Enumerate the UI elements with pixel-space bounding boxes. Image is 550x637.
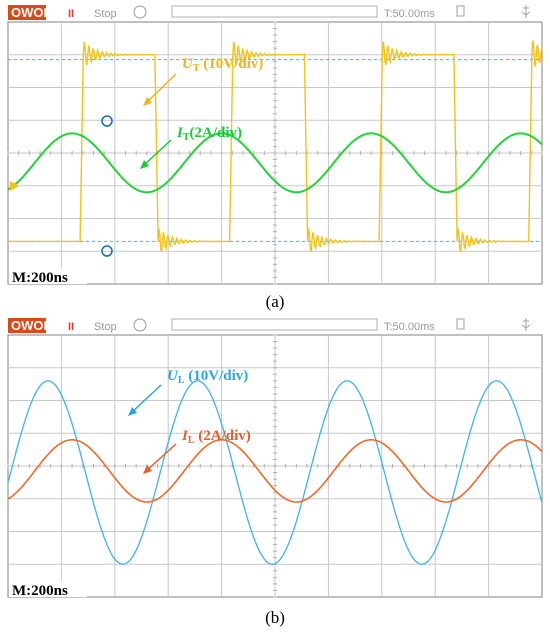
timebase-label-bg bbox=[9, 268, 87, 284]
owon-logo-badge bbox=[8, 318, 46, 333]
annotation-ul: UL (10V/div) bbox=[128, 368, 248, 416]
annotation-ul-sub: L bbox=[178, 375, 185, 386]
annotation-il: IL (2A/div) bbox=[143, 428, 251, 474]
trace-it-sine bbox=[7, 132, 543, 194]
trigger-icon bbox=[133, 318, 147, 332]
ch1-level-marker[interactable] bbox=[10, 181, 19, 191]
scope-screen-a: OWON II Stop T:50.00ms UT (10V/div) IT(2… bbox=[7, 5, 543, 286]
trace-il-sine bbox=[7, 439, 543, 503]
annotation-it-symbol: I bbox=[176, 125, 184, 141]
save-icon[interactable] bbox=[456, 5, 465, 17]
trace-ul-sine bbox=[7, 380, 543, 565]
annotation-ul-text: (10V/div) bbox=[185, 368, 249, 384]
timebase-label: M:200ns bbox=[12, 583, 68, 599]
annotation-it-text: (2A/div) bbox=[190, 125, 243, 141]
svg-text:UL (10V/div): UL (10V/div) bbox=[167, 368, 248, 386]
timebase-readout: T:50.00ms bbox=[384, 8, 435, 20]
usb-icon bbox=[521, 5, 531, 18]
run-status: Stop bbox=[94, 8, 117, 20]
annotation-il-sub: L bbox=[188, 435, 195, 446]
oscilloscope-panel-b: OWON II Stop T:50.00ms UL (10V/div) IL (… bbox=[0, 313, 550, 603]
svg-text:IL (2A/div): IL (2A/div) bbox=[181, 428, 251, 446]
annotation-ut-arrow bbox=[145, 73, 177, 104]
run-status: Stop bbox=[94, 321, 117, 333]
trace-ut-square bbox=[8, 39, 543, 252]
annotation-ut-arrowhead bbox=[143, 97, 152, 106]
annotation-ul-symbol: U bbox=[167, 368, 179, 384]
usb-icon bbox=[521, 318, 531, 331]
scope-toolbar: OWON II Stop T:50.00ms bbox=[8, 5, 531, 20]
annotation-ut: UT (10V/div) bbox=[143, 56, 263, 106]
annotation-it-sub: T bbox=[183, 132, 190, 143]
trigger-icon bbox=[133, 5, 147, 19]
svg-text:IT(2A/div): IT(2A/div) bbox=[176, 125, 242, 143]
owon-logo: OWON bbox=[11, 5, 53, 20]
cursor-handle-top[interactable] bbox=[101, 115, 113, 127]
annotation-it-arrowhead bbox=[140, 160, 149, 169]
scope-toolbar: OWON II Stop T:50.00ms bbox=[8, 318, 531, 333]
memory-position-bar[interactable] bbox=[171, 318, 378, 331]
timebase-readout: T:50.00ms bbox=[384, 321, 435, 333]
annotation-ul-arrowhead bbox=[128, 407, 137, 416]
save-icon[interactable] bbox=[456, 318, 465, 330]
annotation-ut-symbol: U bbox=[182, 56, 194, 72]
scope-screen-b: OWON II Stop T:50.00ms UL (10V/div) IL (… bbox=[7, 318, 543, 599]
annotation-il-arrowhead bbox=[143, 465, 152, 474]
pause-icon[interactable]: II bbox=[68, 8, 74, 20]
traces bbox=[7, 380, 543, 565]
annotation-it-arrow bbox=[142, 139, 172, 167]
caption-b: (b) bbox=[265, 608, 285, 627]
annotation-ut-sub: T bbox=[193, 63, 200, 74]
cursor-handle-bottom[interactable] bbox=[101, 245, 113, 257]
timebase-label-bg bbox=[9, 581, 87, 597]
pause-icon[interactable]: II bbox=[68, 321, 74, 333]
annotation-il-symbol: I bbox=[181, 428, 189, 444]
oscilloscope-panel-a: OWON II Stop T:50.00ms UT (10V/div) IT(2… bbox=[0, 0, 550, 290]
cursor-lines bbox=[8, 59, 542, 242]
annotation-il-text: (2A/div) bbox=[195, 428, 251, 444]
annotation-it: IT(2A/div) bbox=[140, 125, 242, 169]
owon-logo: OWON bbox=[11, 318, 53, 333]
annotation-il-arrow bbox=[145, 443, 177, 472]
caption-a: (a) bbox=[265, 292, 285, 311]
annotation-ul-arrow bbox=[130, 384, 162, 414]
timebase-label: M:200ns bbox=[12, 270, 68, 286]
traces bbox=[7, 39, 543, 252]
annotation-ut-text: (10V/div) bbox=[200, 56, 264, 72]
svg-text:UT (10V/div): UT (10V/div) bbox=[182, 56, 263, 74]
owon-logo-badge bbox=[8, 5, 46, 20]
memory-position-bar[interactable] bbox=[171, 5, 378, 18]
